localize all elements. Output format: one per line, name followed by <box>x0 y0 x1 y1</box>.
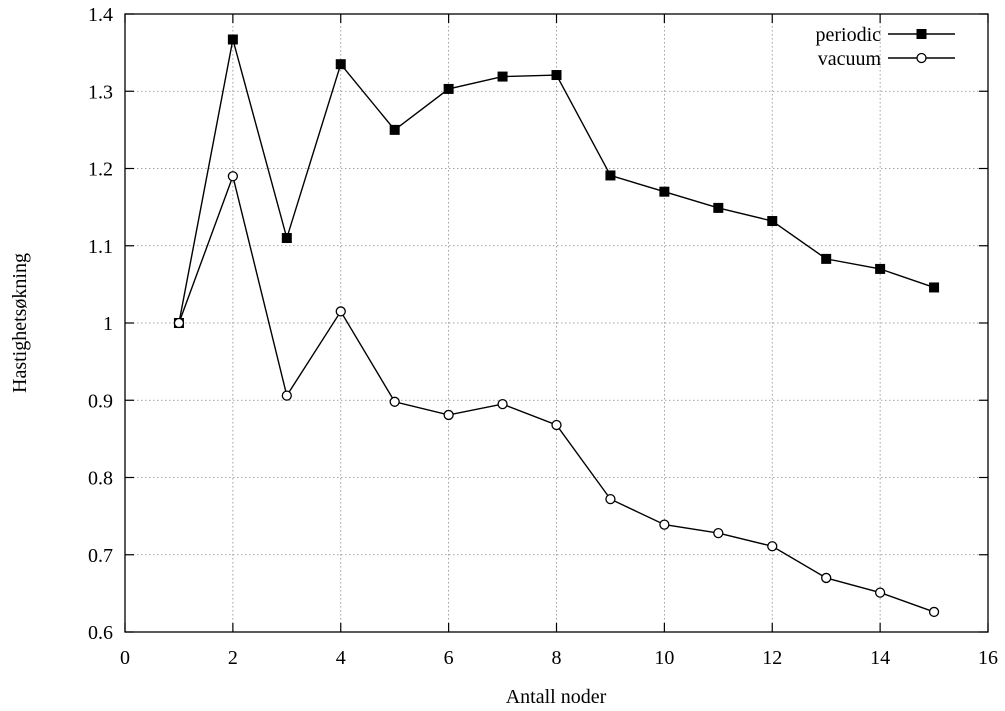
data-point-periodic <box>929 282 940 293</box>
data-point-vacuum <box>605 493 616 505</box>
data-point-vacuum <box>335 306 346 317</box>
x-tick-label: 4 <box>336 647 346 669</box>
data-point-vacuum <box>767 541 778 552</box>
legend-label-periodic: periodic <box>815 24 881 46</box>
x-tick-label: 6 <box>444 647 454 669</box>
data-point-periodic <box>659 186 670 197</box>
data-point-periodic <box>605 170 616 181</box>
x-tick-label: 8 <box>552 647 562 669</box>
data-point-vacuum <box>389 396 400 407</box>
y-tick-label: 0.6 <box>88 622 113 644</box>
y-tick-label: 1 <box>103 313 113 335</box>
series-vacuum <box>173 171 940 618</box>
data-point-vacuum <box>551 419 562 431</box>
legend-marker-periodic <box>916 29 927 39</box>
axis-ticks: 0 2 4 6 8 10 12 14 16 0.6 0.7 0.8 0.9 1 1.1 1.2 1.3 1.4 <box>88 4 998 669</box>
y-tick-label: 1.2 <box>88 159 113 181</box>
y-tick-label: 0.7 <box>88 545 113 567</box>
y-tick-label: 1.3 <box>88 81 113 103</box>
data-point-vacuum <box>281 390 292 401</box>
data-point-vacuum <box>659 519 670 530</box>
gridlines <box>125 14 988 632</box>
legend-marker-vacuum <box>916 52 927 64</box>
series-periodic <box>173 34 940 328</box>
data-point-vacuum <box>928 606 940 618</box>
data-point-periodic <box>875 263 886 274</box>
data-point-periodic <box>281 233 292 244</box>
y-tick-label: 1.4 <box>88 4 113 26</box>
series-layer <box>173 34 940 618</box>
data-point-periodic <box>551 70 562 81</box>
y-tick-label: 0.9 <box>88 390 113 412</box>
y-tick-label: 0.8 <box>88 468 113 490</box>
x-axis-title: Antall noder <box>506 686 607 708</box>
x-tick-label: 10 <box>654 647 674 669</box>
data-point-periodic <box>443 83 454 94</box>
data-point-periodic <box>227 34 238 45</box>
data-point-vacuum <box>497 398 508 410</box>
data-point-periodic <box>497 71 508 82</box>
data-point-vacuum <box>713 527 724 539</box>
x-tick-label: 2 <box>228 647 238 669</box>
data-point-vacuum <box>821 572 832 584</box>
legend-label-vacuum: vacuum <box>818 48 882 70</box>
x-tick-label: 0 <box>120 647 130 669</box>
x-tick-label: 12 <box>762 647 782 669</box>
data-point-periodic <box>335 59 346 70</box>
data-point-periodic <box>821 253 832 264</box>
data-point-periodic <box>767 216 778 227</box>
y-tick-label: 1.1 <box>88 236 113 258</box>
x-tick-label: 16 <box>978 647 998 669</box>
data-point-vacuum <box>443 409 454 421</box>
data-point-vacuum <box>227 171 239 182</box>
data-point-vacuum <box>173 317 185 329</box>
x-tick-label: 14 <box>870 647 890 669</box>
data-point-periodic <box>713 202 724 213</box>
data-point-vacuum <box>874 587 886 598</box>
y-axis-title: Hastighetsøkning <box>9 253 31 393</box>
data-point-periodic <box>389 124 400 135</box>
